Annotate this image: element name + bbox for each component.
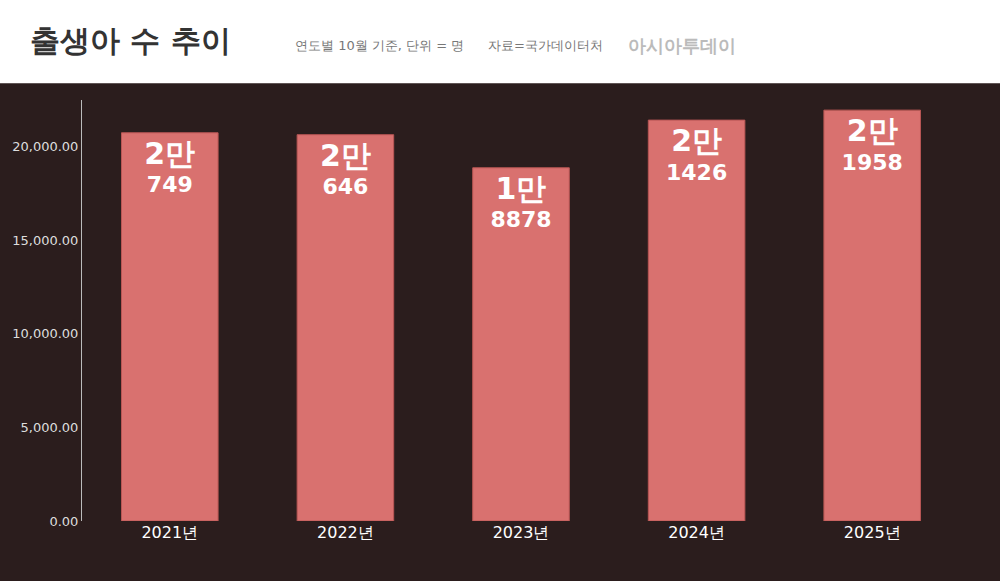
svg-text:2022년: 2022년	[317, 523, 374, 542]
svg-text:아시아투데이: 아시아투데이	[628, 35, 736, 56]
svg-text:20,000.00: 20,000.00	[12, 139, 78, 154]
svg-text:2021년: 2021년	[141, 523, 198, 542]
svg-text:2024년: 2024년	[668, 523, 725, 542]
svg-text:자료=국가데이터처: 자료=국가데이터처	[488, 38, 603, 53]
svg-text:2만1958: 2만1958	[842, 113, 903, 175]
svg-text:2만646: 2만646	[320, 138, 371, 200]
svg-text:1만8878: 1만8878	[490, 171, 551, 233]
svg-text:15,000.00: 15,000.00	[12, 233, 78, 248]
svg-text:0.00: 0.00	[49, 514, 78, 529]
svg-text:5,000.00: 5,000.00	[21, 420, 79, 435]
svg-text:출생아 수 추이: 출생아 수 추이	[30, 23, 231, 58]
svg-text:2만1426: 2만1426	[666, 123, 727, 185]
svg-text:2만749: 2만749	[144, 136, 195, 198]
svg-text:10,000.00: 10,000.00	[12, 326, 78, 341]
svg-text:연도별 10월 기준, 단위 = 명: 연도별 10월 기준, 단위 = 명	[295, 38, 464, 53]
svg-text:2023년: 2023년	[493, 523, 550, 542]
svg-text:2025년: 2025년	[844, 523, 901, 542]
